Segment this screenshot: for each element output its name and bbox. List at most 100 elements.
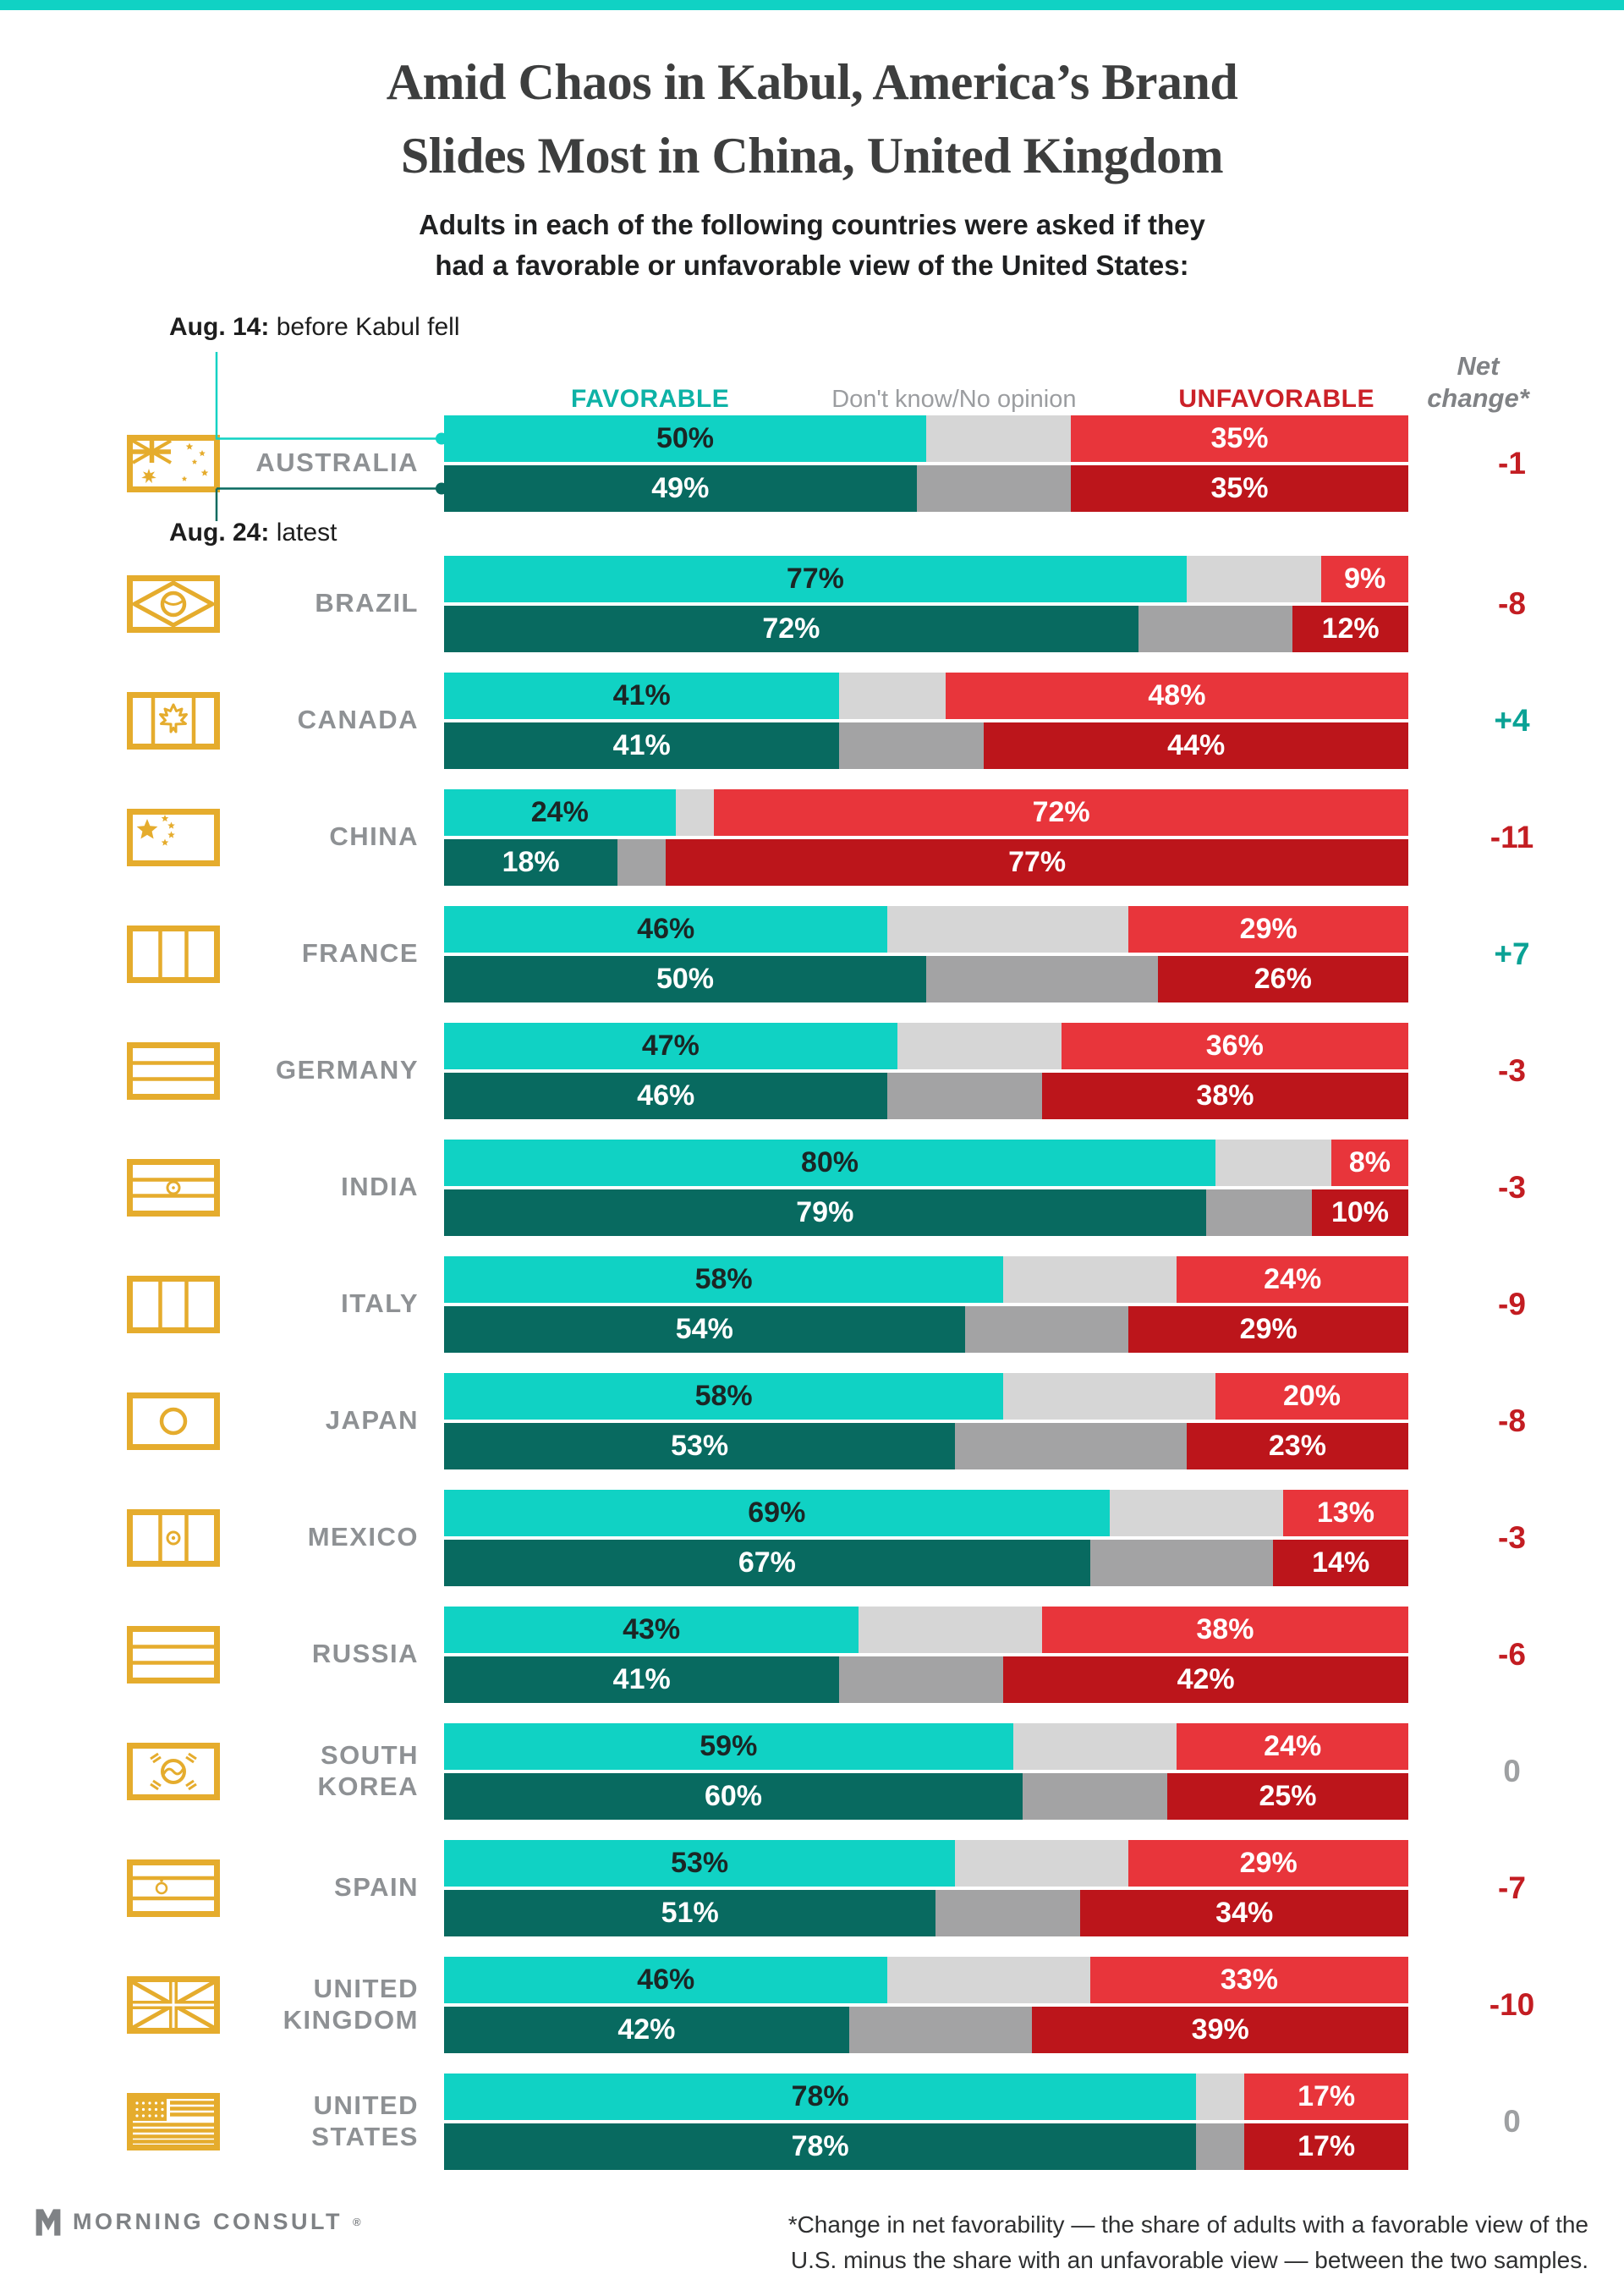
bar-aug24: 46% 38% xyxy=(444,1072,1408,1119)
footnote-line2: U.S. minus the share with an unfavorable… xyxy=(790,2246,1588,2273)
unfavorable-segment-aug14: 13% xyxy=(1282,1489,1408,1536)
country-flag-icon xyxy=(127,1508,220,1567)
country-flag-icon xyxy=(127,1392,220,1450)
unfavorable-segment-aug14: 29% xyxy=(1128,1839,1408,1887)
legend-aug14: Aug. 14: before Kabul fell xyxy=(169,313,460,342)
bar-aug24: 72% 12% xyxy=(444,605,1408,652)
dont-know-segment-aug14 xyxy=(839,672,946,719)
unfavorable-value-aug24: 77% xyxy=(1008,845,1067,878)
dont-know-segment-aug14 xyxy=(1215,1139,1331,1186)
net-change-value: -7 xyxy=(1498,1870,1526,1905)
country-row: BRAZIL 77% 9% 72% 12% -8 xyxy=(127,555,1590,652)
dont-know-segment-aug24 xyxy=(1205,1189,1312,1236)
country-flag-icon xyxy=(127,1041,220,1100)
bar-pair: 77% 9% 72% 12% xyxy=(444,555,1408,652)
country-flag-icon xyxy=(127,808,220,866)
dont-know-segment-aug14 xyxy=(897,1022,1062,1069)
bar-aug14: 24% 72% xyxy=(444,788,1408,836)
unfavorable-value-aug24: 42% xyxy=(1177,1662,1235,1695)
unfavorable-value-aug14: 33% xyxy=(1220,1963,1278,1996)
top-accent-bar xyxy=(0,0,1624,10)
unfavorable-segment-aug14: 29% xyxy=(1128,905,1408,953)
bar-aug14: 50% 35% xyxy=(444,415,1408,462)
unfavorable-value-aug14: 48% xyxy=(1148,678,1206,711)
favorable-segment-aug24: 60% xyxy=(444,1772,1023,1820)
row-group-australia: AUSTRALIA 50% 35% 49% 35% -1 xyxy=(127,415,1590,512)
net-change-value: 0 xyxy=(1503,1753,1521,1788)
country-flag-icon xyxy=(127,1975,220,2034)
favorable-segment-aug14: 43% xyxy=(444,1606,859,1653)
bar-aug24: 78% 17% xyxy=(444,2123,1408,2170)
bar-aug14: 43% 38% xyxy=(444,1606,1408,1653)
favorable-value-aug24: 72% xyxy=(762,612,820,645)
unfavorable-value-aug14: 24% xyxy=(1264,1262,1322,1295)
favorable-segment-aug14: 69% xyxy=(444,1489,1110,1536)
unfavorable-segment-aug24: 26% xyxy=(1157,955,1408,1002)
favorable-segment-aug24: 79% xyxy=(444,1189,1206,1236)
unfavorable-segment-aug24: 34% xyxy=(1080,1889,1408,1936)
country-row: MEXICO 69% 13% 67% 14% -3 xyxy=(127,1489,1590,1586)
net-change-value: -3 xyxy=(1498,1169,1526,1205)
bar-pair: 50% 35% 49% 35% xyxy=(444,415,1408,512)
registered-mark: ® xyxy=(352,2216,361,2229)
favorable-value-aug24: 18% xyxy=(502,845,560,878)
favorable-segment-aug14: 53% xyxy=(444,1839,956,1887)
unfavorable-value-aug24: 38% xyxy=(1196,1079,1254,1112)
page-title-line1: Amid Chaos in Kabul, America’s Brand xyxy=(386,54,1238,110)
page-title: Amid Chaos in Kabul, America’s Brand Sli… xyxy=(0,46,1624,193)
dont-know-segment-aug24 xyxy=(617,838,667,886)
favorable-segment-aug14: 78% xyxy=(444,2073,1197,2120)
dont-know-segment-aug14 xyxy=(955,1839,1129,1887)
country-row: GERMANY 47% 36% 46% 38% -3 xyxy=(127,1022,1590,1119)
country-row: INDIA 80% 8% 79% 10% -3 xyxy=(127,1139,1590,1236)
unfavorable-segment-aug14: 8% xyxy=(1330,1139,1408,1186)
unfavorable-value-aug14: 17% xyxy=(1298,2079,1356,2112)
bar-aug24: 54% 29% xyxy=(444,1305,1408,1353)
country-label: GERMANY xyxy=(276,1055,419,1085)
bar-pair: 47% 36% 46% 38% xyxy=(444,1022,1408,1119)
net-change-value: +4 xyxy=(1494,702,1530,738)
country-flag-icon xyxy=(127,1158,220,1217)
bar-aug14: 78% 17% xyxy=(444,2073,1408,2120)
favorable-value-aug24: 46% xyxy=(637,1079,695,1112)
bar-aug24: 53% 23% xyxy=(444,1422,1408,1469)
favorable-segment-aug24: 41% xyxy=(444,722,840,769)
country-flag-icon xyxy=(127,1742,220,1800)
footnote-line1: *Change in net favorability — the share … xyxy=(787,2211,1588,2238)
unfavorable-segment-aug24: 35% xyxy=(1071,464,1408,512)
unfavorable-value-aug24: 34% xyxy=(1215,1896,1274,1929)
country-label: JAPAN xyxy=(325,1405,419,1436)
dont-know-segment-aug24 xyxy=(1196,2123,1245,2170)
favorable-segment-aug24: 42% xyxy=(444,2006,849,2053)
unfavorable-value-aug14: 38% xyxy=(1196,1612,1254,1645)
country-label: FRANCE xyxy=(301,938,419,969)
favorable-value-aug24: 42% xyxy=(617,2013,676,2046)
favorable-value-aug24: 60% xyxy=(704,1779,763,1812)
morning-consult-logo: MORNING CONSULT ® xyxy=(34,2207,361,2238)
unfavorable-value-aug24: 25% xyxy=(1259,1779,1317,1812)
bar-aug24: 60% 25% xyxy=(444,1772,1408,1820)
dont-know-segment-aug24 xyxy=(1089,1539,1274,1586)
favorable-value-aug14: 43% xyxy=(623,1612,681,1645)
favorable-value-aug24: 54% xyxy=(675,1312,733,1345)
favorable-segment-aug24: 53% xyxy=(444,1422,956,1469)
unfavorable-segment-aug14: 20% xyxy=(1215,1372,1408,1420)
dont-know-segment-aug14 xyxy=(1186,555,1322,602)
bar-aug14: 46% 33% xyxy=(444,1956,1408,2003)
unfavorable-segment-aug24: 44% xyxy=(984,722,1408,769)
favorable-value-aug14: 59% xyxy=(700,1729,758,1762)
net-change-value: 0 xyxy=(1503,2103,1521,2139)
legend-aug24: Aug. 24: latest xyxy=(169,519,337,547)
favorable-value-aug24: 41% xyxy=(612,1662,671,1695)
column-header-favorable: FAVORABLE xyxy=(571,384,730,413)
bar-pair: 59% 24% 60% 25% xyxy=(444,1722,1408,1820)
morning-consult-logo-text: MORNING CONSULT xyxy=(73,2209,343,2235)
bar-aug14: 80% 8% xyxy=(444,1139,1408,1186)
bar-pair: 41% 48% 41% 44% xyxy=(444,672,1408,769)
unfavorable-value-aug14: 29% xyxy=(1239,1846,1298,1879)
dont-know-segment-aug24 xyxy=(955,1422,1187,1469)
dont-know-segment-aug14 xyxy=(1196,2073,1245,2120)
bar-aug24: 41% 44% xyxy=(444,722,1408,769)
unfavorable-segment-aug24: 12% xyxy=(1292,605,1408,652)
chart-header: Aug. 14: before Kabul fell FAVORABLE Don… xyxy=(127,310,1590,415)
